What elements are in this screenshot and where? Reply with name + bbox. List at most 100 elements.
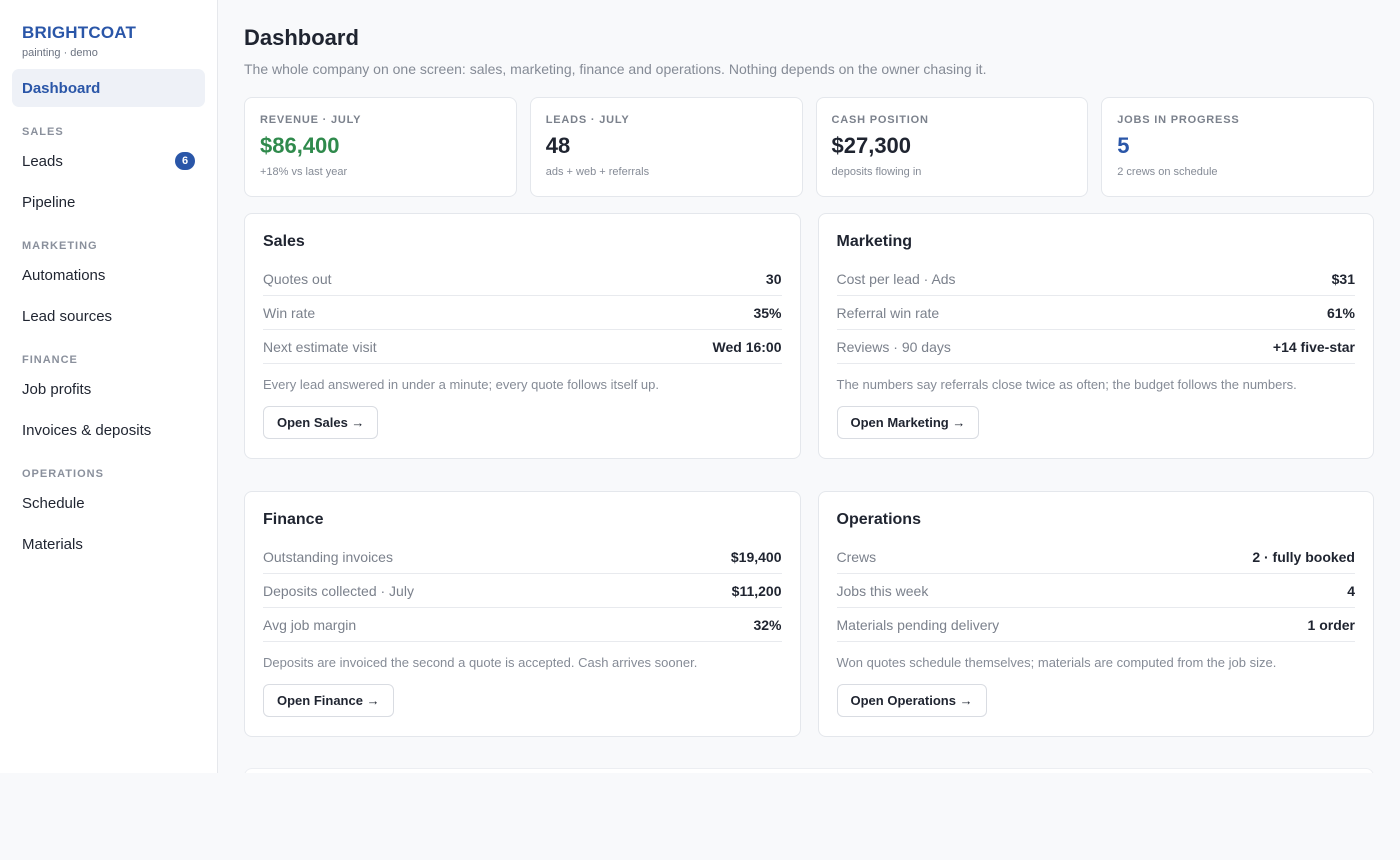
metric-label: Crews — [836, 548, 877, 565]
sidebar-item-label: Dashboard — [22, 79, 101, 97]
kpi-value: 48 — [545, 133, 571, 158]
sidebar-item-label: Schedule — [22, 494, 85, 512]
sidebar-item-pipeline[interactable]: Pipeline — [12, 183, 205, 221]
sidebar-section-operations: OPERATIONS — [22, 468, 104, 480]
sidebar-item-label: Job profits — [22, 380, 92, 398]
panel-sales: Sales Quotes out 30 Win rate 35% Next esti… — [244, 213, 801, 459]
sidebar: BRIGHTCOAT painting · demo Dashboard SAL… — [0, 0, 218, 773]
open-marketing-button[interactable]: Open Marketing → — [836, 406, 980, 439]
panel-finance: Finance Outstanding invoices $19,400 Depo… — [244, 491, 801, 737]
sidebar-item-schedule[interactable]: Schedule — [12, 484, 205, 522]
kpi-card-revenue: REVENUE · JULY $86,400 +18% vs last year — [244, 97, 517, 197]
metric-label: Outstanding invoices — [263, 548, 393, 565]
kpi-subtext: ads + web + referrals — [545, 166, 650, 178]
metric-label: Next estimate visit — [263, 338, 377, 355]
metric-row: Next estimate visit Wed 16:00 — [263, 330, 782, 364]
panel-note: Every lead answered in under a minute; e… — [263, 377, 659, 392]
kpi-label: REVENUE · JULY — [260, 114, 362, 126]
metric-value: 2 · fully booked — [1252, 548, 1355, 565]
metric-row: Avg job margin 32% — [263, 608, 782, 642]
panel-grid: Sales Quotes out 30 Win rate 35% Next esti… — [244, 213, 1374, 737]
leads-count-badge: 6 — [175, 152, 195, 170]
sidebar-item-automations[interactable]: Automations — [12, 256, 205, 294]
metric-value: +14 five-star — [1272, 338, 1355, 355]
app-shell: BRIGHTCOAT painting · demo Dashboard SAL… — [0, 0, 1400, 773]
sidebar-item-label: Leads — [22, 152, 63, 170]
sidebar-section-sales: SALES — [22, 126, 64, 138]
kpi-label: CASH POSITION — [831, 114, 929, 126]
kpi-card-jobs: JOBS IN PROGRESS 5 2 crews on schedule — [1101, 97, 1374, 197]
metric-label: Avg job margin — [263, 616, 357, 633]
page-title: Dashboard — [244, 25, 359, 50]
panel-note: Deposits are invoiced the second a quote… — [263, 655, 698, 670]
sidebar-item-label: Lead sources — [22, 307, 113, 325]
metric-label: Quotes out — [263, 270, 332, 287]
metric-row: Referral win rate 61% — [836, 296, 1355, 330]
metric-row: Outstanding invoices $19,400 — [263, 540, 782, 574]
metric-row: Quotes out 30 — [263, 262, 782, 296]
kpi-card-cash: CASH POSITION $27,300 deposits flowing i… — [815, 97, 1089, 197]
metric-list: Quotes out 30 Win rate 35% Next estimate v… — [263, 262, 782, 364]
metric-list: Crews 2 · fully booked Jobs this week 4 Ma… — [836, 540, 1355, 642]
sidebar-item-lead-sources[interactable]: Lead sources — [12, 297, 205, 335]
page-subtitle: The whole company on one screen: sales, … — [244, 61, 987, 77]
sidebar-item-label: Pipeline — [22, 193, 76, 211]
sidebar-item-label: Automations — [22, 266, 106, 284]
panel-marketing: Marketing Cost per lead · Ads $31 Referra… — [817, 213, 1374, 459]
sidebar-item-leads[interactable]: Leads 6 — [12, 142, 205, 180]
brand-subtitle: painting · demo — [22, 47, 98, 59]
kpi-subtext: 2 crews on schedule — [1117, 166, 1218, 178]
metric-row: Materials pending delivery 1 order — [836, 608, 1355, 642]
open-operations-button[interactable]: Open Operations → — [836, 684, 987, 717]
metric-value: Wed 16:00 — [712, 338, 782, 355]
brand-name: BRIGHTCOAT — [22, 23, 137, 42]
metric-value: 1 order — [1307, 616, 1355, 633]
metric-label: Jobs this week — [836, 582, 929, 599]
sidebar-item-dashboard[interactable]: Dashboard — [12, 69, 205, 107]
kpi-card-leads: LEADS · JULY 48 ads + web + referrals — [529, 97, 803, 197]
metric-label: Referral win rate — [836, 304, 940, 321]
panel-note: The numbers say referrals close twice as… — [836, 377, 1297, 392]
sidebar-item-invoices-deposits[interactable]: Invoices & deposits — [12, 411, 205, 449]
open-finance-button[interactable]: Open Finance → — [263, 684, 394, 717]
open-sales-button[interactable]: Open Sales → — [263, 406, 379, 439]
metric-value: 61% — [1326, 304, 1355, 321]
metric-value: 32% — [753, 616, 782, 633]
metric-row: Crews 2 · fully booked — [836, 540, 1355, 574]
sidebar-section-finance: FINANCE — [22, 354, 78, 366]
metric-label: Materials pending delivery — [836, 616, 1000, 633]
metric-value: 30 — [765, 270, 782, 287]
panel-title: Operations — [836, 511, 921, 528]
panel-operations: Operations Crews 2 · fully booked Jobs th… — [817, 491, 1374, 737]
metric-list: Cost per lead · Ads $31 Referral win rate… — [836, 262, 1355, 364]
metric-label: Reviews · 90 days — [836, 338, 951, 355]
viewport-bottom-area — [0, 773, 1400, 860]
sidebar-item-label: Materials — [22, 535, 83, 553]
panel-title: Finance — [263, 511, 324, 528]
sidebar-section-marketing: MARKETING — [22, 240, 98, 252]
main-content: Dashboard The whole company on one scree… — [218, 0, 1400, 773]
kpi-row: REVENUE · JULY $86,400 +18% vs last year… — [244, 97, 1374, 197]
panel-title: Marketing — [836, 233, 913, 250]
metric-label: Cost per lead · Ads — [836, 270, 956, 287]
kpi-subtext: +18% vs last year — [260, 166, 348, 178]
panel-title: Sales — [263, 233, 305, 250]
kpi-label: LEADS · JULY — [545, 114, 630, 126]
kpi-subtext: deposits flowing in — [831, 166, 922, 178]
kpi-value: 5 — [1117, 133, 1130, 158]
metric-value: 4 — [1347, 582, 1355, 599]
metric-row: Deposits collected · July $11,200 — [263, 574, 782, 608]
panel-note: Won quotes schedule themselves; material… — [836, 655, 1277, 670]
kpi-label: JOBS IN PROGRESS — [1117, 114, 1240, 126]
kpi-value: $27,300 — [831, 133, 912, 158]
sidebar-item-materials[interactable]: Materials — [12, 525, 205, 563]
sidebar-item-label: Invoices & deposits — [22, 421, 152, 439]
metric-value: $19,400 — [730, 548, 782, 565]
metric-row: Cost per lead · Ads $31 — [836, 262, 1355, 296]
sidebar-item-job-profits[interactable]: Job profits — [12, 370, 205, 408]
metric-label: Deposits collected · July — [263, 582, 414, 599]
metric-row: Jobs this week 4 — [836, 574, 1355, 608]
kpi-value: $86,400 — [260, 133, 340, 158]
metric-value: 35% — [753, 304, 782, 321]
brand: BRIGHTCOAT painting · demo — [12, 22, 205, 60]
